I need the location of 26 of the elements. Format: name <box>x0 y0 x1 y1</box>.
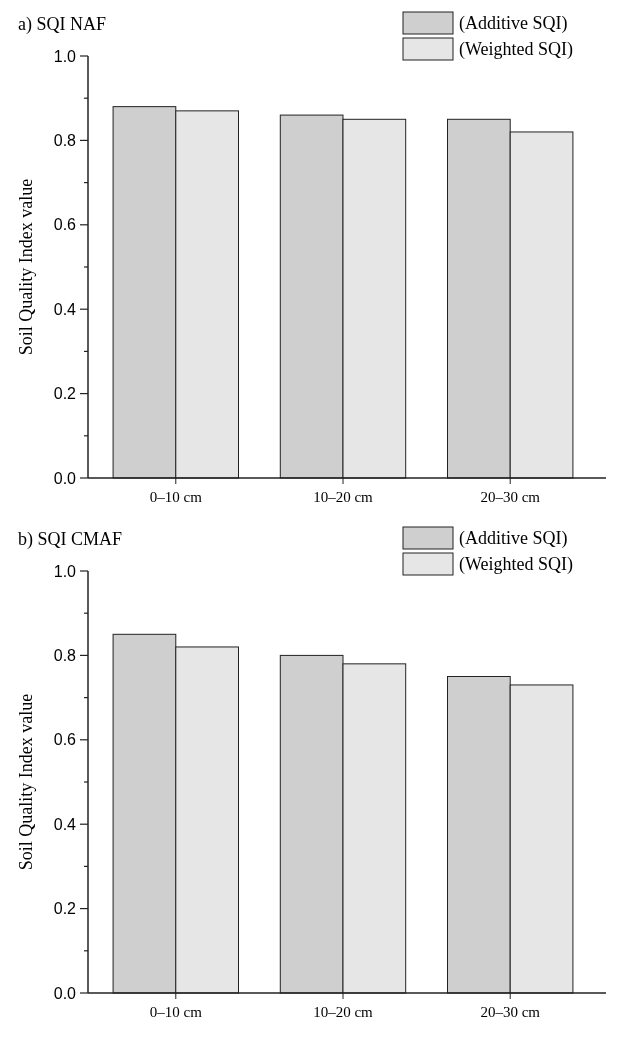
y-tick-label: 0.0 <box>53 984 77 1002</box>
x-tick-label: 0–10 cm <box>149 489 203 505</box>
x-tick-label: 20–30 cm <box>480 1004 541 1020</box>
y-tick-label: 0.2 <box>53 900 77 918</box>
y-tick-label: 0.0 <box>53 469 77 487</box>
x-tick-label: 10–20 cm <box>313 1004 374 1020</box>
y-tick-label: 1.0 <box>53 562 77 580</box>
chart-title: a) SQI NAF <box>18 14 106 35</box>
y-tick-label: 0.6 <box>53 731 77 749</box>
legend-label: (Additive SQI) <box>459 13 568 35</box>
legend-label: (Weighted SQI) <box>459 39 574 61</box>
legend-label: (Additive SQI) <box>459 528 568 550</box>
x-tick-label: 10–20 cm <box>313 489 374 505</box>
chart-title: b) SQI CMAF <box>18 529 123 550</box>
y-tick-label: 0.4 <box>53 815 77 833</box>
x-tick-label: 0–10 cm <box>149 1004 203 1020</box>
y-axis-title: Soil Quality Index value <box>16 178 36 356</box>
y-axis-title: Soil Quality Index value <box>16 693 36 871</box>
y-tick-label: 0.4 <box>53 300 77 318</box>
y-tick-label: 0.6 <box>53 216 77 234</box>
y-tick-label: 0.2 <box>53 385 77 403</box>
x-tick-label: 20–30 cm <box>480 489 541 505</box>
legend-label: (Weighted SQI) <box>459 554 574 576</box>
y-tick-label: 0.8 <box>53 132 77 149</box>
y-tick-label: 0.8 <box>53 647 77 664</box>
y-tick-label: 1.0 <box>53 47 77 65</box>
